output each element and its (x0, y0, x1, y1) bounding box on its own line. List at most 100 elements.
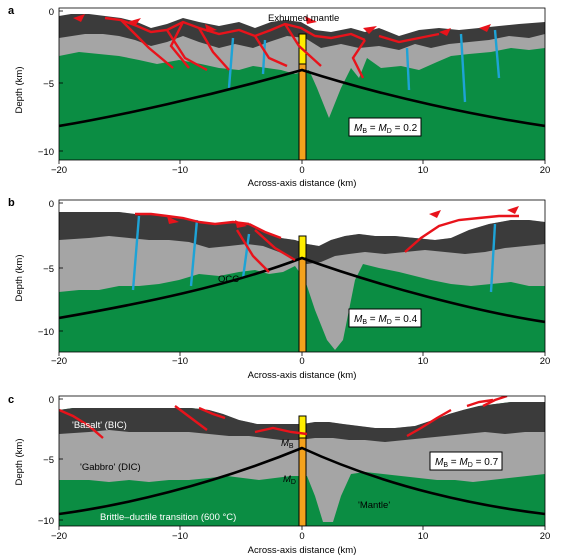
dike (493, 29, 501, 79)
fault (169, 21, 190, 69)
fault-arrows-a (73, 14, 491, 36)
fault (174, 405, 208, 431)
panel-letter-a: a (8, 5, 15, 17)
plot-area-b (59, 200, 545, 352)
arrow (439, 28, 451, 36)
bdt-line-b (59, 256, 545, 324)
m-box-b (348, 308, 422, 328)
y-tick: 0 (49, 7, 54, 18)
arrow (167, 216, 179, 224)
x-axis-label-c: Across-axis distance (km) (248, 545, 357, 556)
dikes-b (131, 215, 497, 293)
x-tick: −20 (51, 531, 67, 542)
arrow (429, 210, 441, 218)
fault (198, 406, 226, 420)
annotation-occ: OCC (218, 274, 239, 285)
arrow (479, 24, 491, 32)
panel-letter-c: c (8, 394, 14, 406)
axis-orange-column (298, 62, 307, 160)
y-tick: −10 (38, 516, 54, 527)
fault (466, 398, 494, 408)
fault (254, 426, 308, 436)
arrow (127, 18, 141, 26)
label-mb: MB (281, 438, 294, 450)
tick-marks-b (58, 202, 546, 356)
x-axis-label-b: Across-axis distance (km) (248, 370, 357, 381)
y-tick: −5 (43, 455, 54, 466)
seafloor-background (59, 200, 545, 246)
x-tick: −20 (51, 165, 67, 176)
label-mantle: 'Mantle' (358, 500, 390, 511)
seafloor-fault-trace (104, 16, 366, 42)
fault (248, 222, 282, 240)
fault (406, 408, 452, 438)
y-tick-marks-a (58, 10, 546, 164)
fault-arrows-b (167, 206, 519, 228)
tick-marks-c (58, 398, 546, 530)
dike (405, 47, 411, 91)
y-ticks-b: 0 −5 −10 (38, 199, 54, 338)
x-ticks-b: −20 −10 0 10 20 (51, 356, 550, 367)
x-ticks-a: −20 −10 0 10 20 (51, 165, 550, 176)
label-bdt: Brittle–ductile transition (600 °C) (100, 512, 236, 523)
fault (283, 23, 322, 67)
m-label-a: MB = MD = 0.2 (354, 123, 418, 135)
bdt-line-a (59, 68, 545, 128)
dike (459, 33, 467, 103)
fault (351, 39, 366, 79)
x-tick: 20 (540, 165, 551, 176)
panel-a: a (8, 5, 550, 189)
y-axis-label-a: Depth (km) (14, 67, 25, 114)
arrow (305, 16, 317, 24)
dike (131, 215, 141, 291)
x-tick: 0 (299, 165, 304, 176)
x-tick: 10 (418, 165, 429, 176)
panel-c: c 'Basalt' (BIC) 'Gabbro' (DIC) Brittle–… (8, 394, 550, 556)
y-tick: −5 (43, 264, 54, 275)
y-axis-label-c: Depth (km) (14, 439, 25, 486)
dike (227, 37, 235, 89)
x-tick: −10 (172, 356, 188, 367)
y-ticks-a: 0 −5 −10 (38, 7, 54, 158)
label-gabbro: 'Gabbro' (DIC) (80, 462, 141, 473)
fault (235, 229, 270, 273)
panel-b: b (8, 197, 550, 381)
y-tick: −10 (38, 147, 54, 158)
y-ticks-c: 0 −5 −10 (38, 395, 54, 527)
x-ticks-c: −20 −10 0 10 20 (51, 531, 550, 542)
faults-c (59, 396, 508, 439)
m-box-c (429, 451, 503, 471)
x-tick: 0 (299, 531, 304, 542)
bdt-line-c (59, 446, 545, 516)
axis-orange-column (298, 255, 307, 352)
x-axis-label-a: Across-axis distance (km) (248, 178, 357, 189)
y-tick: 0 (49, 395, 54, 406)
arrow (235, 220, 247, 228)
faults-a (104, 16, 440, 79)
m-label-b: MB = MD = 0.4 (354, 314, 418, 326)
fault (197, 27, 230, 71)
arrow (507, 206, 519, 214)
basalt-layer (59, 212, 545, 264)
plot-area-a (59, 8, 545, 160)
x-tick: 10 (418, 531, 429, 542)
arrow (205, 24, 217, 32)
fault (253, 35, 288, 68)
dike (489, 223, 497, 293)
m-box-a (348, 117, 422, 137)
axis-yellow-column (298, 415, 307, 439)
seafloor-background (59, 396, 545, 428)
label-md: MD (283, 474, 296, 486)
m-label-c: MB = MD = 0.7 (435, 457, 499, 469)
dike (241, 233, 251, 279)
panel-letter-b: b (8, 197, 15, 209)
dike (189, 219, 199, 287)
fault (404, 214, 519, 253)
y-axis-label-b: Depth (km) (14, 255, 25, 302)
arrow (363, 26, 377, 34)
y-tick: −10 (38, 327, 54, 338)
fault (120, 19, 174, 69)
x-tick: −20 (51, 356, 67, 367)
x-tick: 0 (299, 356, 304, 367)
